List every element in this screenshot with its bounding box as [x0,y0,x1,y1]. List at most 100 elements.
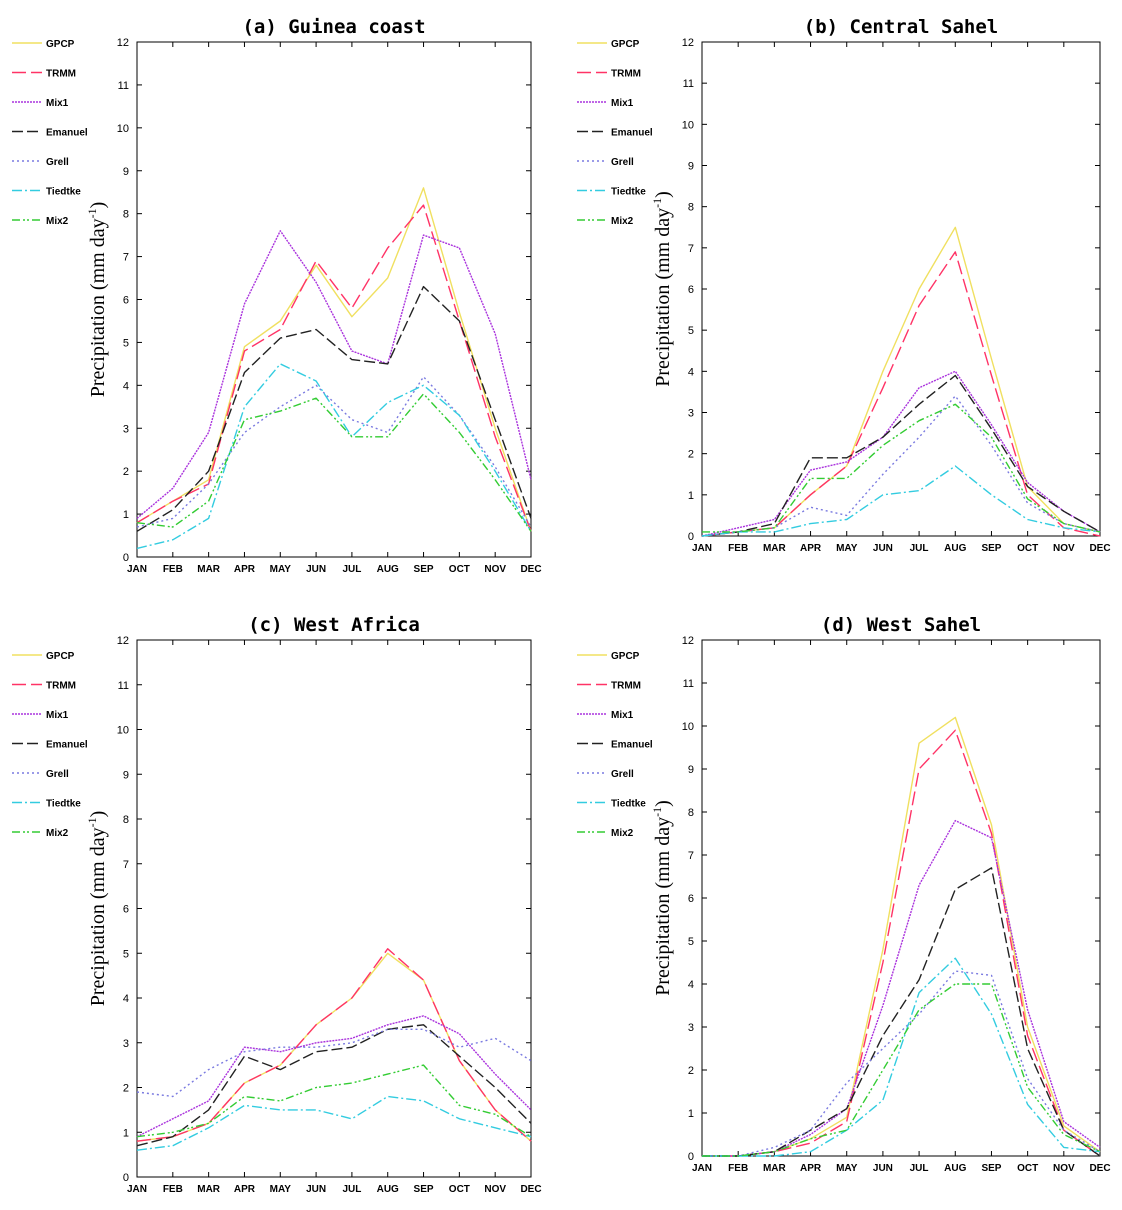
y-tick-label: 4 [123,380,129,392]
y-tick-label: 8 [688,807,694,819]
y-tick-label: 10 [117,123,129,135]
legend-entry: TRMM [46,69,76,80]
y-tick-label: 12 [117,37,129,49]
series-line-mix2 [136,393,532,532]
y-tick-label: 5 [688,325,694,337]
x-tick-label: NOV [484,564,506,575]
y-tick-label: 8 [688,202,694,214]
y-tick-label: 5 [123,948,129,960]
legend-entry: Tiedtke [611,799,646,810]
y-tick-label: 12 [682,37,694,49]
y-tick-label: 12 [117,635,129,647]
x-tick-label: DEC [520,1184,541,1195]
y-tick-label: 9 [688,161,694,173]
y-tick-label: 6 [123,295,129,307]
y-tick-label: 3 [123,423,129,435]
legend-entry: Emanuel [611,128,653,139]
x-tick-label: APR [800,1163,822,1174]
x-tick-label: AUG [944,1163,966,1174]
legend: GPCP TRMM Mix1 Emanuel Grell Tiedtke Mix2 [577,39,653,227]
legend-entry: Grell [611,157,634,168]
x-tick-label: AUG [377,564,399,575]
legend-entry: Grell [611,769,634,780]
legend-entry: Tiedtke [46,799,81,810]
x-tick-label: OCT [449,564,470,575]
x-tick-label: FEB [728,1163,748,1174]
x-tick-label: JAN [127,1184,147,1195]
plot-frame [136,41,532,558]
y-tick-label: 2 [688,449,694,461]
legend-entry: GPCP [46,39,75,50]
y-tick-label: 6 [688,893,694,905]
x-tick-label: SEP [981,543,1001,554]
legend-entry: Mix1 [46,98,69,109]
legend: GPCP TRMM Mix1 Emanuel Grell Tiedtke Mix2 [12,651,88,839]
x-tick-label: MAY [270,1184,292,1195]
series-line-mix1 [702,819,1101,1157]
legend: GPCP TRMM Mix1 Emanuel Grell Tiedtke Mix2 [577,651,653,839]
legend-entry: Grell [46,157,69,168]
series-line-tiedtke [136,363,532,550]
x-tick-label: SEP [414,1184,434,1195]
x-tick-label: DEC [1089,1163,1110,1174]
x-tick-label: SEP [414,564,434,575]
legend-entry: GPCP [611,39,640,50]
y-tick-label: 1 [123,1127,129,1139]
y-axis-label: Precipitation (mm day-1) [85,811,109,1007]
x-tick-label: APR [234,564,256,575]
x-tick-label: SEP [981,1163,1001,1174]
x-tick-label: JAN [127,564,147,575]
series-line-gpcp [136,187,532,532]
series-line-gpcp [701,226,1101,537]
x-tick-label: FEB [163,1184,183,1195]
series-line-tiedtke [701,465,1101,537]
series-line-trmm [136,204,532,532]
series-line-emanuel [702,867,1101,1157]
y-tick-label: 6 [123,904,129,916]
plot-frame [701,41,1101,537]
x-tick-label: APR [234,1184,256,1195]
y-tick-label: 10 [682,119,694,131]
legend-entry: Tiedtke [611,187,646,198]
x-tick-label: AUG [377,1184,399,1195]
x-tick-label: MAY [836,1163,858,1174]
legend: GPCP TRMM Mix1 Emanuel Grell Tiedtke Mix2 [12,39,88,227]
y-tick-label: 7 [688,243,694,255]
series-line-mix1 [701,370,1101,537]
y-tick-label: 2 [123,1083,129,1095]
x-tick-label: JUL [342,564,361,575]
x-tick-label: NOV [484,1184,506,1195]
x-tick-label: JUN [873,543,893,554]
legend-entry: Emanuel [611,740,653,751]
y-tick-label: 3 [123,1038,129,1050]
series-line-grell [702,970,1101,1157]
series-line-mix1 [136,230,532,519]
legend-entry: Emanuel [46,740,88,751]
x-tick-label: MAR [197,1184,221,1195]
legend-entry: Mix1 [46,710,69,721]
y-tick-label: 4 [123,993,129,1005]
y-tick-label: 1 [688,1108,694,1120]
y-tick-label: 8 [123,814,129,826]
legend-entry: TRMM [611,69,641,80]
series-line-grell [701,395,1101,537]
series-line-mix2 [702,403,1101,533]
y-tick-label: 4 [688,979,694,991]
y-tick-label: 1 [123,509,129,521]
x-tick-label: OCT [1017,543,1038,554]
legend-entry: Grell [46,769,69,780]
y-tick-label: 11 [118,80,129,92]
x-tick-label: FEB [163,564,183,575]
x-tick-label: DEC [1089,543,1110,554]
x-tick-label: OCT [1017,1163,1038,1174]
legend-entry: Mix1 [611,98,634,109]
y-tick-label: 2 [123,466,129,478]
x-tick-label: MAY [836,543,858,554]
y-tick-label: 8 [123,209,129,221]
y-tick-label: 11 [118,680,129,692]
x-tick-label: JUN [306,564,326,575]
series-line-emanuel [136,285,532,532]
y-tick-label: 0 [688,531,694,543]
